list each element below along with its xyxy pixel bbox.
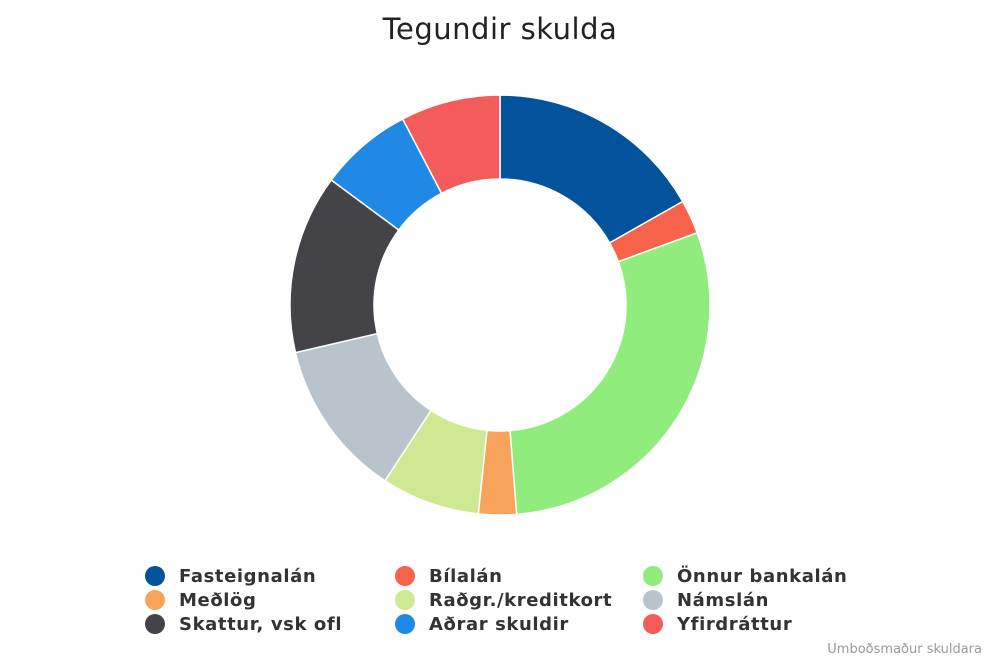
slice-yfirdráttur[interactable] bbox=[401, 94, 501, 195]
legend-marker-icon bbox=[643, 566, 663, 586]
legend-item-medlog[interactable]: Meðlög bbox=[145, 588, 395, 612]
legend-item-fasteignalan[interactable]: Fasteignalán bbox=[145, 564, 395, 588]
legend-item-namslan[interactable]: Námslán bbox=[643, 588, 865, 612]
credit-link[interactable]: Umboðsmaður skuldara bbox=[827, 642, 982, 657]
legend-marker-icon bbox=[643, 590, 663, 610]
legend-marker-icon bbox=[145, 614, 165, 634]
chart-legend: Fasteignalán Bílalán Önnur bankalán Meðl… bbox=[145, 564, 865, 636]
legend-marker-icon bbox=[395, 590, 415, 610]
legend-marker-icon bbox=[395, 614, 415, 634]
legend-item-yfirdrattur[interactable]: Yfirdráttur bbox=[643, 612, 865, 636]
donut-chart bbox=[289, 94, 711, 516]
legend-label: Önnur bankalán bbox=[677, 565, 848, 587]
legend-label: Námslán bbox=[677, 589, 770, 611]
legend-marker-icon bbox=[395, 566, 415, 586]
legend-item-adrar-skuldir[interactable]: Aðrar skuldir bbox=[395, 612, 643, 636]
legend-label: Yfirdráttur bbox=[677, 613, 793, 635]
legend-marker-icon bbox=[643, 614, 663, 634]
legend-label: Raðgr./kreditkort bbox=[429, 589, 613, 611]
legend-label: Fasteignalán bbox=[179, 565, 317, 587]
legend-item-bilalan[interactable]: Bílalán bbox=[395, 564, 643, 588]
legend-label: Aðrar skuldir bbox=[429, 613, 569, 635]
legend-marker-icon bbox=[145, 566, 165, 586]
legend-item-radgr-kreditkort[interactable]: Raðgr./kreditkort bbox=[395, 588, 643, 612]
legend-label: Skattur, vsk ofl bbox=[179, 613, 343, 635]
legend-marker-icon bbox=[145, 590, 165, 610]
chart-title: Tegundir skulda bbox=[382, 12, 618, 46]
legend-item-onnur-bankalan[interactable]: Önnur bankalán bbox=[643, 564, 865, 588]
legend-item-skattur-vsk-ofl[interactable]: Skattur, vsk ofl bbox=[145, 612, 395, 636]
slice-önnur-bankalán[interactable] bbox=[509, 231, 711, 516]
legend-label: Bílalán bbox=[429, 565, 503, 587]
legend-label: Meðlög bbox=[179, 589, 257, 611]
